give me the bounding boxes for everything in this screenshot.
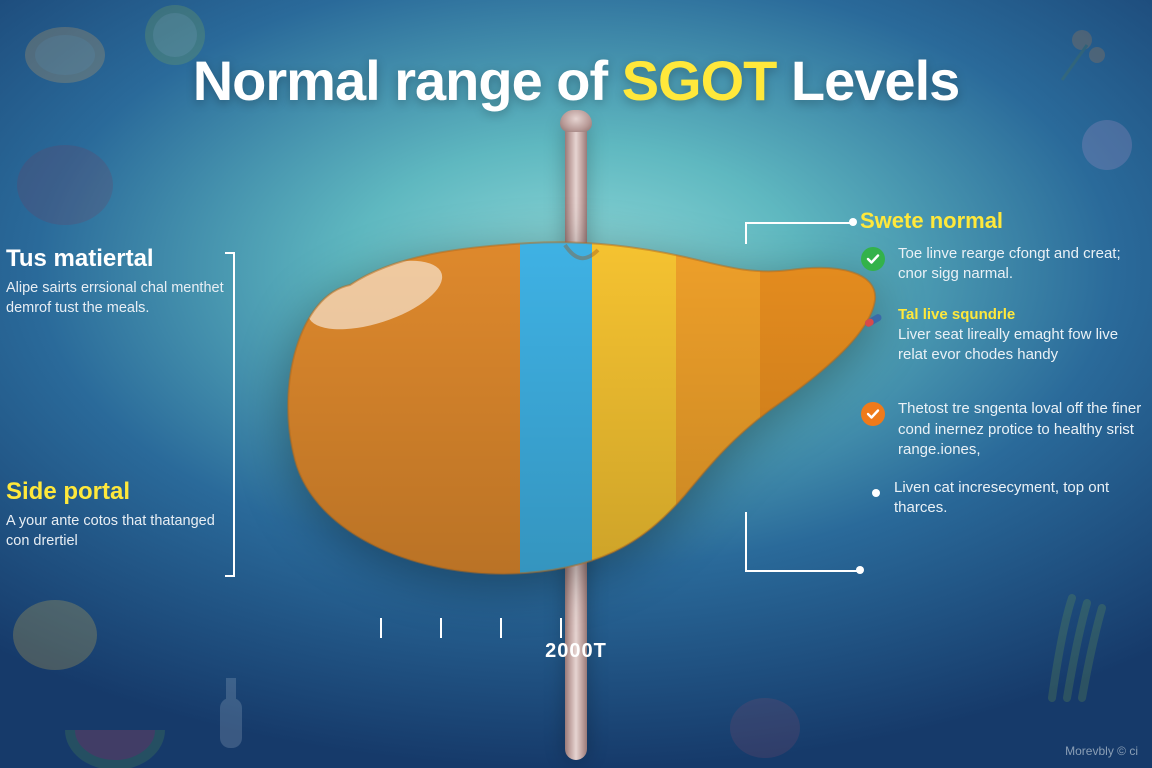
bullet-dot-icon — [870, 480, 882, 506]
left-block-1-body: Alipe sairts errsional chal menthet demr… — [6, 279, 225, 318]
right-item-2-text: Tal live squndrle Liver seat lireally em… — [898, 305, 1147, 366]
bg-flower-icon — [1072, 110, 1142, 180]
right-item-3-text: Thetost tre sngenta loval off the finer … — [898, 399, 1147, 460]
bg-melon-icon — [60, 690, 170, 768]
pill-icon — [860, 307, 886, 333]
infographic-canvas: Normal range of SGOT Levels — [0, 0, 1152, 768]
left-block-1: Tus matiertal Alipe sairts errsional cha… — [0, 245, 225, 318]
bg-berry-icon — [10, 130, 120, 230]
title-post: Levels — [776, 49, 959, 112]
right-block: Swete normal Toe linve rearge cfongt and… — [752, 208, 1147, 537]
right-item-3: Thetost tre sngenta loval off the finer … — [752, 399, 1147, 460]
left-divider-line — [233, 252, 235, 577]
right-item-1-text: Toe linve rearge cfongt and creat; cnor … — [898, 244, 1147, 285]
left-divider-tick-bottom — [225, 575, 235, 577]
left-block-2: Side portal A your ante cotos that thata… — [0, 478, 225, 551]
bg-lemon-icon — [5, 590, 105, 680]
leader-bottom-h — [745, 570, 857, 572]
right-item-2: Tal live squndrle Liver seat lireally em… — [752, 305, 1147, 366]
bg-sprig-icon — [1022, 10, 1112, 100]
right-block-title: Swete normal — [860, 208, 1147, 234]
left-divider-tick-top — [225, 252, 235, 254]
right-item-4: Liven cat incresecyment, top ont tharces… — [752, 478, 1147, 519]
left-block-1-heading: Tus matiertal — [6, 245, 225, 273]
check-green-icon — [860, 246, 886, 272]
check-orange-icon — [860, 401, 886, 427]
title-accent: SGOT — [622, 49, 777, 112]
right-item-2-body: Liver seat lireally emaght fow live rela… — [898, 326, 1118, 363]
credit-text: Morevbly © ci — [1065, 744, 1138, 758]
left-block-2-body: A your ante cotos that thatanged con dre… — [6, 512, 225, 551]
bg-fruit-icon — [20, 20, 110, 90]
right-item-2-lead: Tal live squndrle — [898, 306, 1015, 323]
leader-bottom-dot — [856, 566, 864, 574]
page-title: Normal range of SGOT Levels — [193, 48, 960, 113]
right-item-1: Toe linve rearge cfongt and creat; cnor … — [752, 244, 1147, 285]
bg-celery-icon — [1032, 588, 1132, 708]
title-pre: Normal range of — [193, 49, 622, 112]
leader-top-v — [745, 222, 747, 244]
x-axis-label: 2000T — [545, 640, 607, 663]
left-block-2-heading: Side portal — [6, 478, 225, 506]
x-axis-ticks — [380, 608, 680, 638]
right-item-4-text: Liven cat incresecyment, top ont tharces… — [894, 478, 1147, 519]
leader-bottom-v — [745, 512, 747, 572]
bg-bottle-icon — [200, 668, 260, 758]
bg-fig-icon — [720, 683, 810, 763]
